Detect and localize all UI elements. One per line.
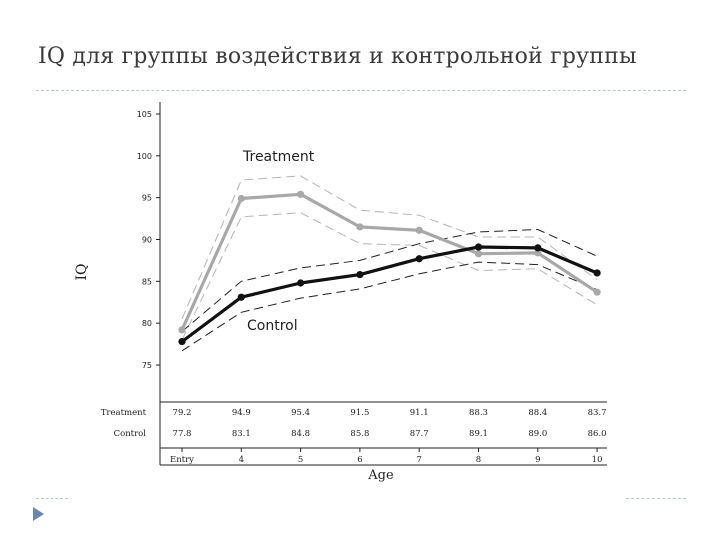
- control-data-point: [534, 244, 542, 252]
- footer-divider-left: [36, 498, 68, 499]
- table-cell: 83.7: [588, 408, 607, 418]
- y-tick-label: 75: [142, 361, 152, 370]
- control-data-point: [593, 269, 601, 277]
- control-data-point: [237, 293, 245, 301]
- slide-bullet-icon: [33, 507, 44, 521]
- table-cell: 84.8: [291, 429, 310, 439]
- table-cell: 91.1: [410, 408, 429, 418]
- table-cell: 95.4: [291, 408, 310, 418]
- control-upper-ci-line: [181, 228, 598, 332]
- x-tick-label: 5: [298, 455, 303, 465]
- table-cell: 85.8: [350, 429, 369, 439]
- treatment-data-point: [474, 250, 483, 258]
- x-tick-label: 8: [476, 455, 481, 465]
- y-tick-label: 95: [142, 194, 152, 203]
- x-axis-label: Age: [367, 468, 394, 483]
- table-cell: 87.7: [410, 429, 429, 439]
- table-row-label: Control: [114, 429, 147, 439]
- treatment-series-label: Treatment: [242, 149, 315, 165]
- x-tick-label: 6: [357, 455, 362, 465]
- table-row-label: Treatment: [101, 408, 147, 418]
- control-data-point: [474, 243, 483, 251]
- table-cell: 94.9: [232, 408, 251, 418]
- treatment-data-point: [237, 194, 245, 203]
- control-series-label: Control: [247, 318, 298, 334]
- table-cell: 89.0: [528, 429, 547, 439]
- treatment-data-point: [415, 226, 423, 234]
- table-cell: 79.2: [173, 408, 192, 418]
- table-cell: 91.5: [350, 408, 369, 418]
- treatment-data-point: [297, 190, 305, 198]
- x-tick-label: 4: [239, 455, 244, 465]
- treatment-data-point: [356, 223, 364, 231]
- y-tick-label: 100: [137, 152, 152, 161]
- slide-title: IQ для группы воздействия и контрольной …: [38, 44, 637, 69]
- treatment-upper-ci-line: [181, 175, 598, 320]
- control-series-line: [181, 245, 598, 343]
- x-tick-label: 9: [535, 455, 540, 465]
- title-divider: [36, 90, 686, 91]
- table-cell: 88.4: [528, 408, 547, 418]
- control-lower-ci-line: [181, 261, 598, 352]
- table-cell: 89.1: [469, 429, 488, 439]
- table-cell: 77.8: [173, 429, 192, 439]
- x-tick-label: Entry: [170, 455, 194, 465]
- table-cell: 88.3: [469, 408, 488, 418]
- y-tick-label: 105: [137, 110, 152, 119]
- treatment-data-point: [178, 326, 186, 334]
- y-tick-label: 80: [142, 319, 152, 328]
- x-tick-label: 7: [416, 455, 421, 465]
- y-tick-label: 85: [142, 277, 152, 286]
- treatment-lower-ci-line: [181, 212, 598, 341]
- x-tick-label: 10: [592, 455, 603, 465]
- control-data-point: [415, 255, 423, 263]
- control-data-point: [297, 279, 305, 287]
- treatment-series-line: [180, 192, 598, 331]
- control-data-point: [356, 271, 364, 279]
- y-tick-label: 90: [142, 236, 152, 245]
- control-data-point: [178, 337, 186, 346]
- footer-divider-right: [626, 498, 686, 499]
- table-cell: 86.0: [588, 429, 607, 439]
- table-cell: 83.1: [232, 429, 251, 439]
- treatment-data-point: [534, 249, 542, 257]
- y-axis-label: IQ: [74, 263, 90, 280]
- treatment-data-point: [593, 288, 601, 296]
